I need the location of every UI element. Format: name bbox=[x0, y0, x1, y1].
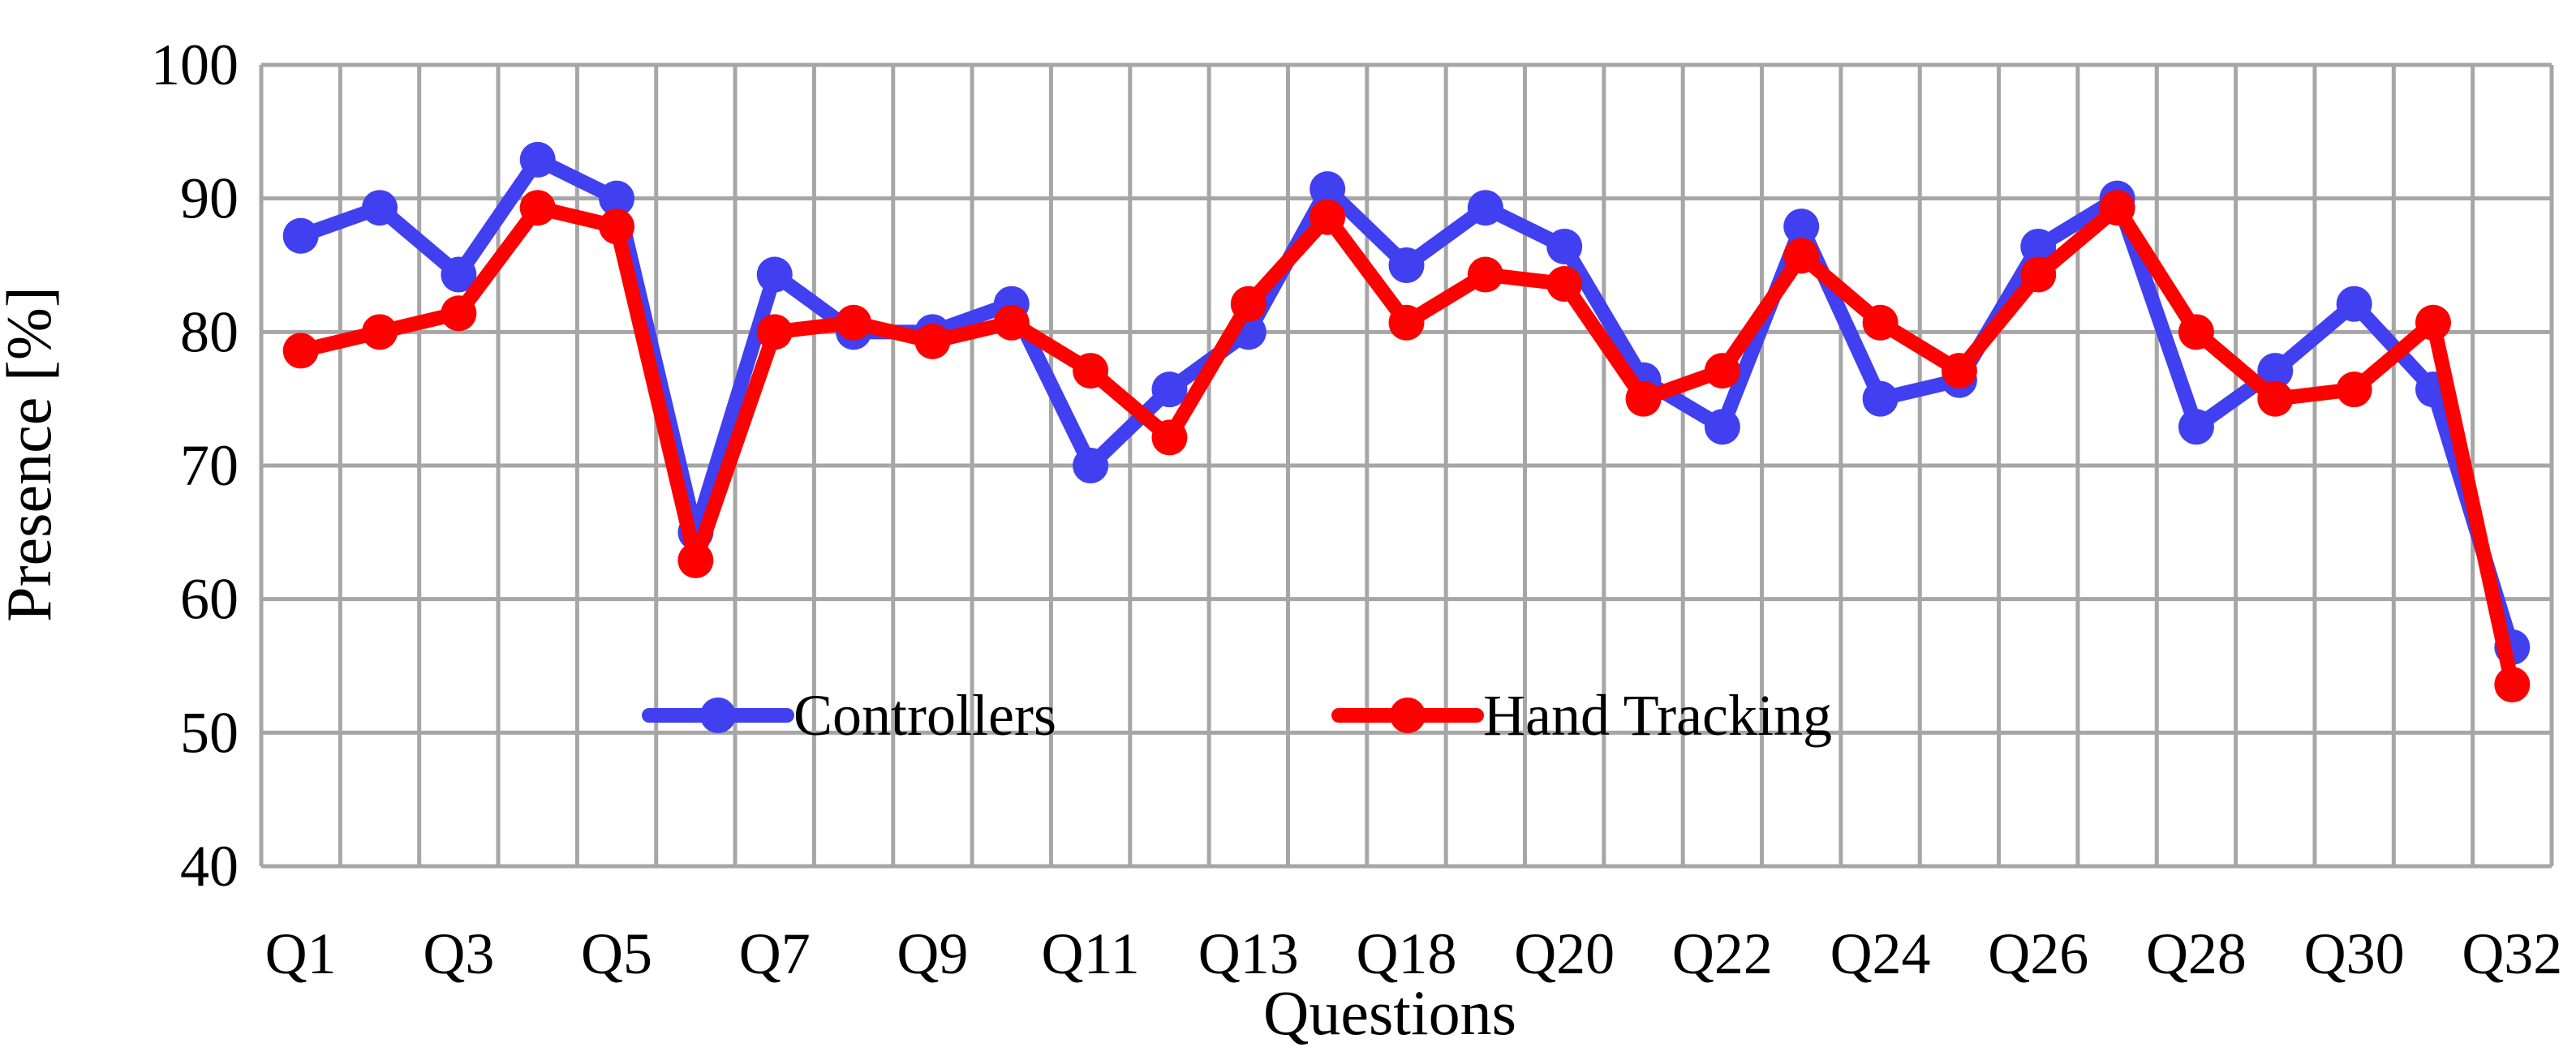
legend-swatch-marker bbox=[1390, 698, 1426, 733]
data-point bbox=[1230, 285, 1266, 322]
data-point bbox=[362, 314, 398, 350]
data-point bbox=[1073, 448, 1109, 483]
data-point bbox=[1546, 266, 1583, 303]
data-point bbox=[1388, 247, 1425, 283]
data-point bbox=[599, 180, 635, 217]
y-tick-label: 80 bbox=[180, 299, 239, 364]
data-point bbox=[1310, 171, 1346, 208]
data-point bbox=[599, 208, 635, 245]
y-tick-label: 100 bbox=[151, 32, 239, 97]
data-point bbox=[2178, 409, 2214, 445]
legend-item: Controllers bbox=[642, 683, 1056, 748]
data-point bbox=[1783, 238, 1820, 274]
y-tick-label: 50 bbox=[180, 700, 239, 765]
data-point bbox=[756, 314, 793, 350]
x-tick-label: Q5 bbox=[581, 921, 652, 986]
data-point bbox=[1388, 304, 1425, 341]
x-tick-label: Q11 bbox=[1041, 921, 1139, 986]
data-point bbox=[441, 256, 477, 293]
data-point bbox=[2257, 380, 2294, 417]
data-point bbox=[914, 323, 951, 359]
data-point bbox=[1310, 199, 1346, 235]
data-point bbox=[1704, 409, 1740, 445]
data-point bbox=[519, 190, 556, 226]
data-point bbox=[2178, 314, 2214, 350]
x-tick-label: Q32 bbox=[2462, 921, 2562, 986]
x-tick-label: Q22 bbox=[1672, 921, 1773, 986]
data-point bbox=[1546, 228, 1583, 264]
x-tick-label: Q9 bbox=[897, 921, 968, 986]
data-point bbox=[2494, 667, 2531, 703]
x-axis-ticks: Q1 Q3 Q5 Q7 Q9 Q11 Q13 Q18 Q20 Q22 Q24 Q26 Q28 Q30 Q32 bbox=[265, 921, 2563, 986]
series-lines bbox=[282, 141, 2531, 703]
data-point bbox=[282, 333, 319, 369]
y-tick-label: 40 bbox=[180, 834, 239, 899]
x-tick-label: Q28 bbox=[2146, 921, 2247, 986]
x-tick-label: Q1 bbox=[265, 921, 337, 986]
x-tick-label: Q30 bbox=[2304, 921, 2405, 986]
data-point bbox=[756, 256, 793, 293]
data-point bbox=[1151, 419, 1188, 456]
data-point bbox=[993, 304, 1030, 341]
data-point bbox=[1783, 208, 1820, 245]
data-point bbox=[1704, 353, 1740, 389]
y-axis-ticks: 40 50 60 70 80 90 100 bbox=[151, 32, 239, 899]
data-point bbox=[2415, 304, 2451, 341]
legend-item: Hand Tracking bbox=[1331, 683, 1832, 748]
series-hand-tracking bbox=[282, 190, 2531, 703]
data-point bbox=[2020, 228, 2057, 264]
data-point bbox=[1467, 190, 1503, 226]
legend-label: Controllers bbox=[793, 683, 1056, 748]
data-point bbox=[1151, 371, 1188, 408]
data-point bbox=[1625, 380, 1662, 417]
data-point bbox=[2336, 371, 2372, 408]
legend-swatch-marker bbox=[700, 698, 736, 733]
data-point bbox=[282, 217, 319, 254]
x-tick-label: Q13 bbox=[1198, 921, 1299, 986]
y-tick-label: 60 bbox=[180, 567, 239, 632]
y-axis-title: Presence [%] bbox=[0, 286, 64, 622]
x-tick-label: Q26 bbox=[1988, 921, 2088, 986]
data-point bbox=[519, 141, 556, 178]
data-point bbox=[2257, 353, 2294, 389]
x-tick-label: Q18 bbox=[1357, 921, 1457, 986]
legend-label: Hand Tracking bbox=[1483, 683, 1832, 748]
x-tick-label: Q20 bbox=[1514, 921, 1615, 986]
y-tick-label: 70 bbox=[180, 433, 239, 498]
data-point bbox=[2336, 285, 2372, 322]
data-point bbox=[362, 190, 398, 226]
data-point bbox=[1862, 380, 1899, 417]
data-point bbox=[1941, 353, 1977, 389]
x-axis-title: Questions bbox=[1263, 977, 1516, 1048]
legend: Controllers Hand Tracking bbox=[642, 683, 1832, 748]
data-point bbox=[441, 295, 477, 332]
data-point bbox=[1073, 353, 1109, 389]
data-point bbox=[2020, 256, 2057, 293]
x-tick-label: Q3 bbox=[423, 921, 494, 986]
data-point bbox=[2099, 190, 2135, 226]
data-point bbox=[836, 304, 872, 341]
x-tick-label: Q24 bbox=[1830, 921, 1931, 986]
y-tick-label: 90 bbox=[180, 166, 239, 231]
data-point bbox=[1862, 304, 1899, 341]
x-tick-label: Q7 bbox=[739, 921, 811, 986]
data-point bbox=[1467, 256, 1503, 293]
data-point bbox=[677, 542, 714, 578]
